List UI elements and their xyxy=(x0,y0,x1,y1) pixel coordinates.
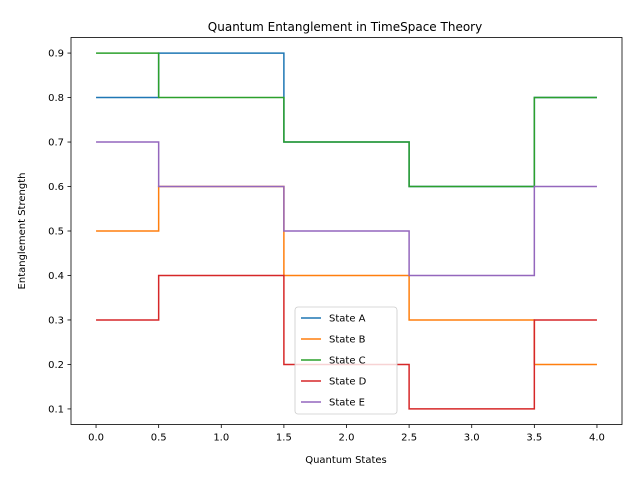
legend-label: State C xyxy=(329,356,366,367)
x-tick-label: 1.0 xyxy=(213,433,229,444)
y-axis: 0.1 0.2 0.3 0.4 0.5 0.6 0.7 0.8 0.9 xyxy=(48,49,71,415)
x-tick-label: 0.5 xyxy=(151,433,167,444)
y-tick-label: 0.8 xyxy=(48,93,64,104)
chart-title: Quantum Entanglement in TimeSpace Theory xyxy=(208,20,482,34)
y-axis-title: Entanglement Strength xyxy=(17,173,28,290)
x-tick-label: 3.5 xyxy=(526,433,542,444)
y-tick-label: 0.4 xyxy=(48,271,64,282)
legend: State A State B State C State D State E xyxy=(294,306,398,415)
x-tick-label: 0.0 xyxy=(88,433,104,444)
legend-label: State B xyxy=(329,335,366,346)
y-tick-label: 0.2 xyxy=(48,360,64,371)
series-line-5 xyxy=(96,141,597,277)
y-tick-label: 0.1 xyxy=(48,404,64,415)
x-tick-label: 1.5 xyxy=(276,433,292,444)
series-line-3 xyxy=(96,52,597,188)
legend-label: State E xyxy=(329,398,365,409)
y-tick-label: 0.3 xyxy=(48,315,64,326)
y-tick-label: 0.9 xyxy=(48,49,64,60)
series-line-1 xyxy=(96,52,597,188)
legend-box xyxy=(294,306,398,415)
x-tick-label: 2.5 xyxy=(401,433,417,444)
x-axis-title: Quantum States xyxy=(305,455,387,466)
y-tick-label: 0.5 xyxy=(48,227,64,238)
plot-lines xyxy=(96,52,597,410)
x-axis: 0.0 0.5 1.0 1.5 2.0 2.5 3.0 3.5 4.0 xyxy=(88,424,605,444)
legend-label: State A xyxy=(329,314,366,325)
legend-label: State D xyxy=(329,377,367,388)
x-tick-label: 3.0 xyxy=(464,433,480,444)
x-tick-label: 4.0 xyxy=(589,433,605,444)
y-tick-label: 0.7 xyxy=(48,138,64,149)
y-tick-label: 0.6 xyxy=(48,182,64,193)
x-tick-label: 2.0 xyxy=(339,433,355,444)
